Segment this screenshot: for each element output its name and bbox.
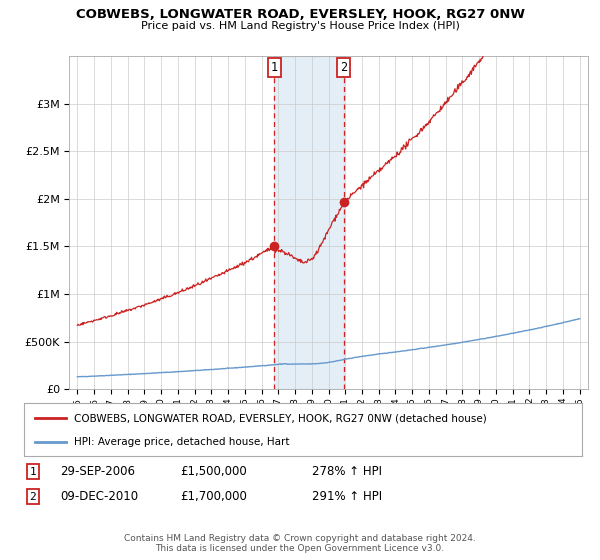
Text: £1,700,000: £1,700,000: [180, 490, 247, 503]
Text: Contains HM Land Registry data © Crown copyright and database right 2024.
This d: Contains HM Land Registry data © Crown c…: [124, 534, 476, 553]
Text: Price paid vs. HM Land Registry's House Price Index (HPI): Price paid vs. HM Land Registry's House …: [140, 21, 460, 31]
Text: COBWEBS, LONGWATER ROAD, EVERSLEY, HOOK, RG27 0NW (detached house): COBWEBS, LONGWATER ROAD, EVERSLEY, HOOK,…: [74, 413, 487, 423]
Text: HPI: Average price, detached house, Hart: HPI: Average price, detached house, Hart: [74, 436, 290, 446]
Text: 29-SEP-2006: 29-SEP-2006: [60, 465, 135, 478]
Text: 09-DEC-2010: 09-DEC-2010: [60, 490, 138, 503]
Text: 2: 2: [29, 492, 37, 502]
Text: COBWEBS, LONGWATER ROAD, EVERSLEY, HOOK, RG27 0NW: COBWEBS, LONGWATER ROAD, EVERSLEY, HOOK,…: [76, 8, 524, 21]
Text: 1: 1: [29, 466, 37, 477]
Text: 1: 1: [271, 61, 278, 74]
Bar: [274, 56, 344, 389]
Text: 278% ↑ HPI: 278% ↑ HPI: [312, 465, 382, 478]
Text: £1,500,000: £1,500,000: [180, 465, 247, 478]
Text: 291% ↑ HPI: 291% ↑ HPI: [312, 490, 382, 503]
Text: 2: 2: [340, 61, 347, 74]
